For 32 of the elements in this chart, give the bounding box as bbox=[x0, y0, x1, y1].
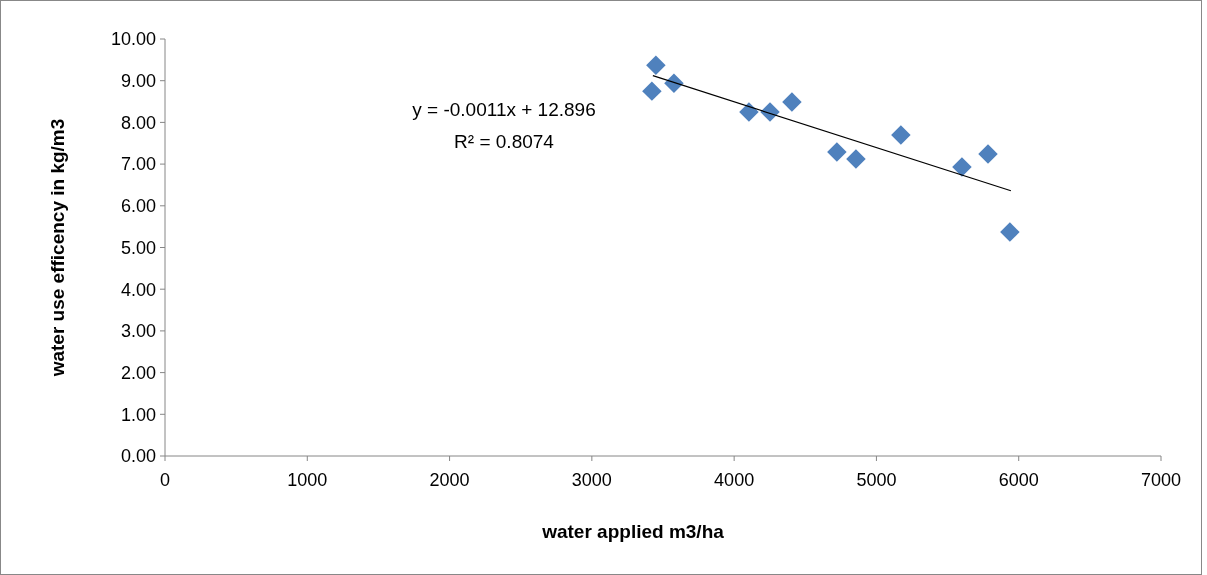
y-tick-label: 8.00 bbox=[120, 112, 156, 133]
point bbox=[952, 157, 972, 177]
y-tick-label: 10.00 bbox=[110, 29, 156, 50]
y-tick-label: 7.00 bbox=[120, 154, 156, 175]
point bbox=[891, 125, 911, 145]
x-tick-label: 2000 bbox=[429, 470, 470, 490]
y-tick-label: 9.00 bbox=[120, 71, 156, 91]
annotation: R² = 0.8074 bbox=[454, 131, 555, 152]
y-tick-label: 1.00 bbox=[120, 404, 156, 425]
x-tick-label: 7000 bbox=[1140, 470, 1182, 490]
x-axis-title: water applied m3/ha bbox=[541, 521, 725, 542]
x-tick-label: 6000 bbox=[998, 470, 1039, 490]
point bbox=[846, 149, 866, 169]
point bbox=[827, 142, 847, 162]
point bbox=[978, 144, 998, 164]
annotation: y = -0.0011x + 12.896 bbox=[412, 99, 596, 120]
y-tick-label: 3.00 bbox=[120, 321, 156, 342]
point bbox=[782, 92, 802, 112]
y-axis-title: water use efficency in kg/m3 bbox=[47, 118, 68, 378]
y-tick-label: 5.00 bbox=[120, 237, 156, 258]
point bbox=[642, 81, 662, 101]
x-tick-label: 5000 bbox=[856, 470, 897, 490]
point bbox=[646, 55, 666, 76]
y-tick-label: 6.00 bbox=[120, 196, 156, 217]
x-tick-label: 1000 bbox=[287, 470, 328, 490]
y-tick-label: 4.00 bbox=[120, 279, 156, 300]
y-tick-label: 0.00 bbox=[120, 446, 156, 467]
x-tick-label: 3000 bbox=[571, 470, 612, 490]
x-tick-label: 0 bbox=[159, 470, 171, 490]
point bbox=[1000, 222, 1020, 242]
x-tick-label: 4000 bbox=[714, 470, 755, 490]
y-tick-label: 2.00 bbox=[120, 362, 156, 383]
